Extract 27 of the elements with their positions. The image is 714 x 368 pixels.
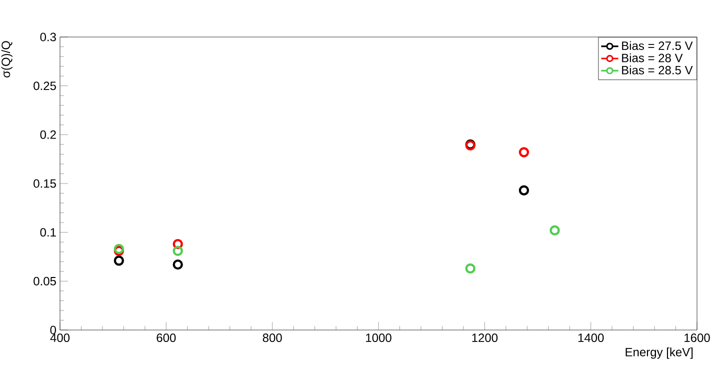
point [550, 225, 560, 236]
x-tick-label: 1200 [472, 334, 498, 342]
x-tick-label: 600 [156, 334, 176, 342]
point [518, 147, 530, 158]
x-tick-label: 400 [50, 334, 70, 342]
point [518, 185, 530, 196]
legend-label: Bias = 27.5 V [622, 41, 693, 50]
x-tick-label: 1400 [578, 334, 604, 342]
y-tick-label: 0.05 [34, 276, 56, 286]
legend-label: Bias = 28.5 V [622, 66, 693, 74]
x-tick-label: 800 [262, 334, 282, 342]
x-tick-label: 1000 [366, 334, 392, 342]
x-axis-title: Energy [keV] [626, 348, 693, 359]
point [172, 259, 183, 270]
y-tick-label: 0.15 [34, 179, 56, 188]
x-tick-label: 1600 [684, 334, 710, 342]
y-tick-label: 0.2 [40, 130, 56, 139]
legend-label: Bias = 28 V [622, 53, 683, 62]
y-tick-label: 0 [50, 326, 56, 334]
point [465, 263, 476, 274]
y-tick-label: 0.1 [40, 228, 56, 237]
point [114, 256, 124, 266]
point [172, 238, 183, 250]
y-tick-label: 0.3 [40, 32, 56, 42]
point [172, 246, 183, 256]
y-axis-title: σ(Q)/Q [1, 41, 12, 78]
y-tick-label: 0.25 [34, 82, 56, 90]
